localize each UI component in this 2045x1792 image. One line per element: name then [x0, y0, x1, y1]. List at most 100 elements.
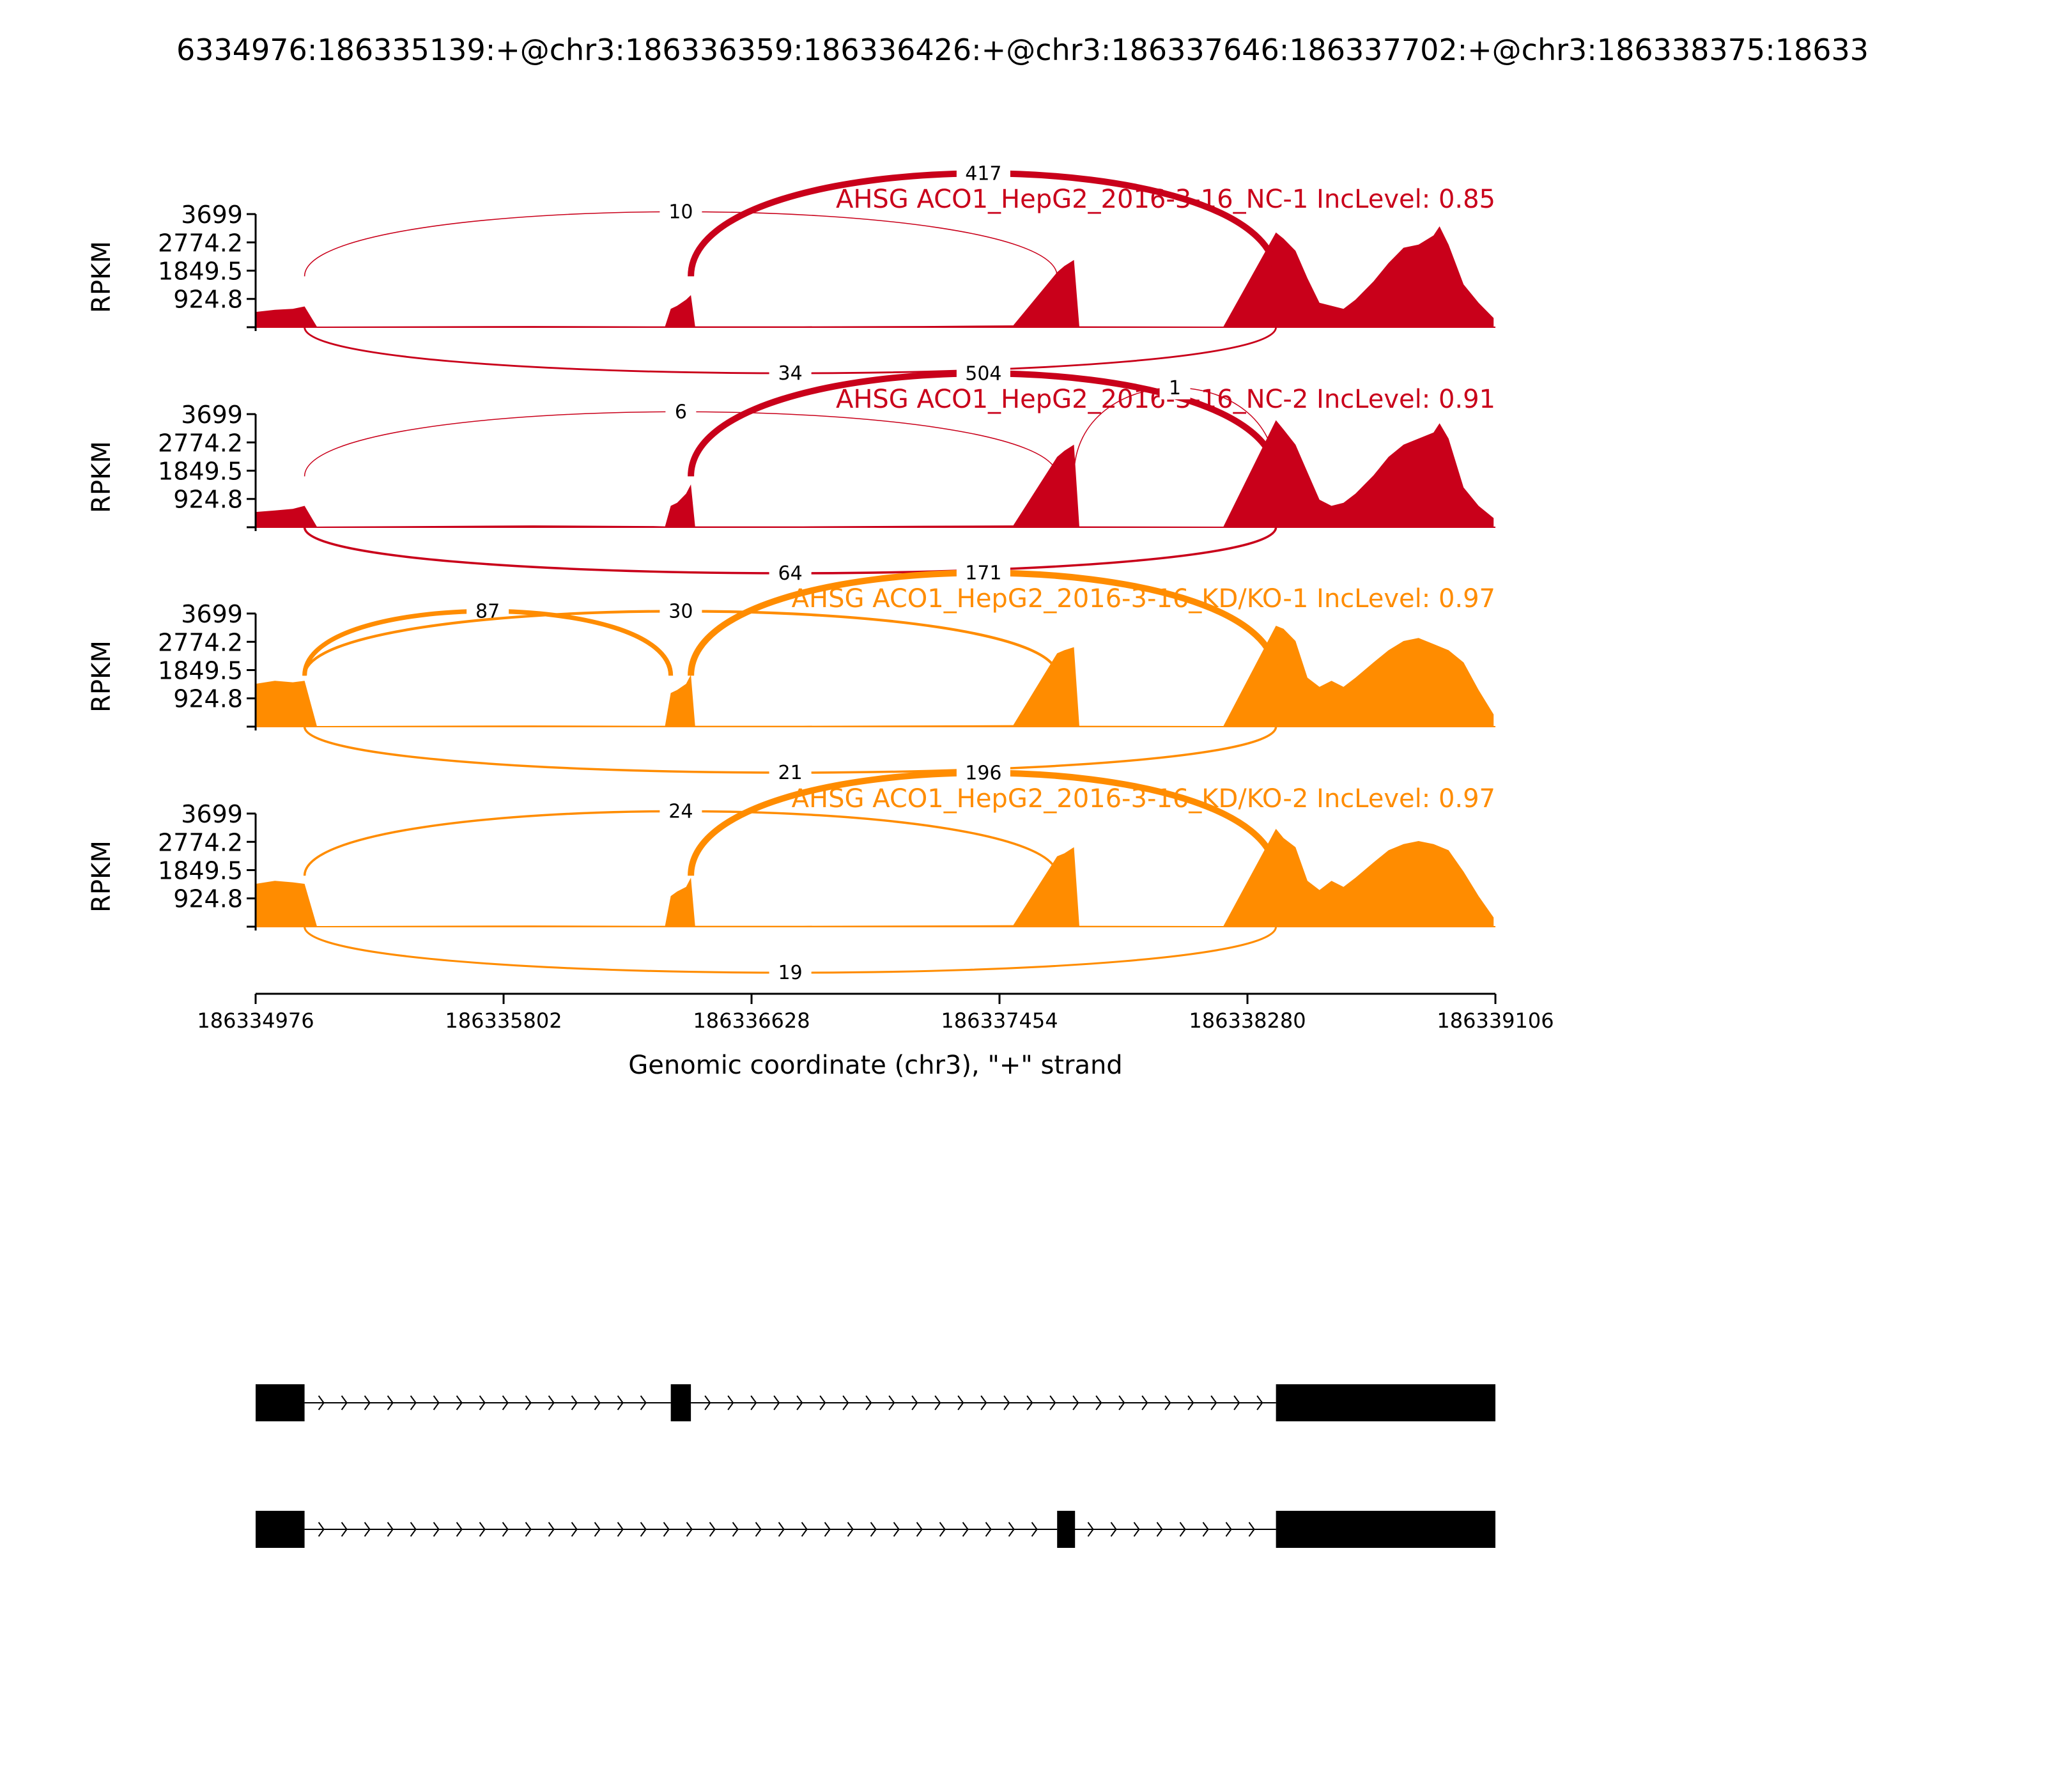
isoform-1: [256, 1384, 1495, 1421]
strand-arrow: [1049, 1395, 1056, 1410]
strand-arrow: [1072, 1395, 1079, 1410]
strand-arrow: [1179, 1522, 1186, 1537]
strand-arrow: [773, 1395, 780, 1410]
strand-arrow: [548, 1522, 555, 1537]
strand-arrow: [801, 1522, 808, 1537]
strand-arrow: [594, 1522, 601, 1537]
strand-arrow: [1087, 1522, 1094, 1537]
strand-arrow: [916, 1522, 923, 1537]
strand-arrow: [1210, 1395, 1217, 1410]
strand-arrow: [617, 1395, 624, 1410]
strand-arrow: [980, 1395, 987, 1410]
junction-label-box: [1159, 373, 1191, 399]
strand-arrow: [709, 1522, 716, 1537]
strand-arrow: [824, 1522, 831, 1537]
strand-arrow: [957, 1395, 964, 1410]
strand-arrow: [1031, 1522, 1038, 1537]
strand-arrow: [364, 1395, 371, 1410]
y-tick-label: 924.8: [173, 286, 243, 314]
exon-block: [1057, 1511, 1076, 1548]
isoform-2: [256, 1511, 1495, 1548]
strand-arrow: [939, 1522, 946, 1537]
strand-arrow: [750, 1395, 757, 1410]
junction-label-box: [769, 559, 812, 585]
strand-arrow: [1248, 1522, 1255, 1537]
strand-arrow: [502, 1522, 509, 1537]
strand-arrow: [1095, 1395, 1102, 1410]
strand-arrow: [640, 1522, 647, 1537]
strand-arrow: [911, 1395, 918, 1410]
strand-arrow: [686, 1522, 693, 1537]
coverage-area: [256, 420, 1494, 527]
strand-arrow: [1225, 1522, 1232, 1537]
y-tick-label: 3699: [181, 800, 243, 828]
junction-label-box: [660, 197, 702, 224]
junction-count: 30: [668, 600, 693, 622]
strand-arrow: [1156, 1522, 1163, 1537]
x-tick-label: 186335802: [445, 1008, 562, 1033]
junction-label-box: [665, 398, 697, 424]
junction-count: 417: [965, 162, 1001, 185]
strand-arrow: [778, 1522, 785, 1537]
y-tick-label: 1849.5: [158, 657, 243, 685]
y-tick-label: 924.8: [173, 685, 243, 713]
strand-arrow: [1110, 1522, 1117, 1537]
y-tick-label: 2774.2: [158, 429, 243, 457]
exon-block: [1276, 1384, 1495, 1421]
strand-arrow: [387, 1395, 394, 1410]
strand-arrow: [704, 1395, 711, 1410]
junction-label-box: [956, 159, 1010, 185]
exon-block: [256, 1511, 305, 1548]
strand-arrow: [456, 1395, 463, 1410]
strand-arrow: [525, 1522, 532, 1537]
junction-count: 504: [965, 362, 1001, 385]
strand-arrow: [502, 1395, 509, 1410]
junction-label-box: [956, 359, 1010, 385]
x-tick-label: 186337454: [941, 1008, 1058, 1033]
coverage-area: [256, 626, 1494, 727]
strand-arrow: [934, 1395, 941, 1410]
y-tick-label: 924.8: [173, 486, 243, 514]
y-tick-label: 3699: [181, 201, 243, 229]
strand-arrow: [842, 1395, 849, 1410]
junction-count: 24: [668, 800, 693, 823]
junction-count: 6: [675, 401, 687, 423]
strand-arrow: [1164, 1395, 1171, 1410]
x-tick-label: 186334976: [197, 1008, 314, 1033]
y-tick-label: 3699: [181, 600, 243, 628]
strand-arrow: [433, 1395, 440, 1410]
y-tick-label: 1849.5: [158, 458, 243, 486]
strand-arrow: [847, 1522, 854, 1537]
junction-count: 10: [668, 201, 693, 223]
strand-arrow: [962, 1522, 969, 1537]
y-axis-label: RPKM: [87, 241, 116, 313]
strand-arrow: [341, 1522, 348, 1537]
strand-arrow: [1141, 1395, 1148, 1410]
strand-arrow: [571, 1395, 578, 1410]
strand-arrow: [1187, 1395, 1194, 1410]
x-axis-label: Genomic coordinate (chr3), "+" strand: [628, 1051, 1122, 1080]
strand-arrow: [888, 1395, 895, 1410]
junction-label-box: [769, 359, 812, 385]
coverage-area: [256, 828, 1494, 927]
strand-arrow: [341, 1395, 348, 1410]
strand-arrow: [594, 1395, 601, 1410]
junction-count: 64: [778, 562, 803, 585]
y-tick-label: 924.8: [173, 885, 243, 913]
strand-arrow: [479, 1395, 486, 1410]
exon-block: [1276, 1511, 1495, 1548]
strand-arrow: [318, 1395, 325, 1410]
x-tick-label: 186336628: [693, 1008, 810, 1033]
x-axis: 186334976 186335802 186336628 186337454 1863…: [197, 993, 1554, 1080]
strand-arrow: [548, 1395, 555, 1410]
strand-arrow: [456, 1522, 463, 1537]
strand-arrow: [1133, 1522, 1140, 1537]
coverage-area: [256, 226, 1494, 327]
strand-arrow: [727, 1395, 734, 1410]
y-tick-label: 2774.2: [158, 229, 243, 257]
strand-arrow: [410, 1522, 417, 1537]
